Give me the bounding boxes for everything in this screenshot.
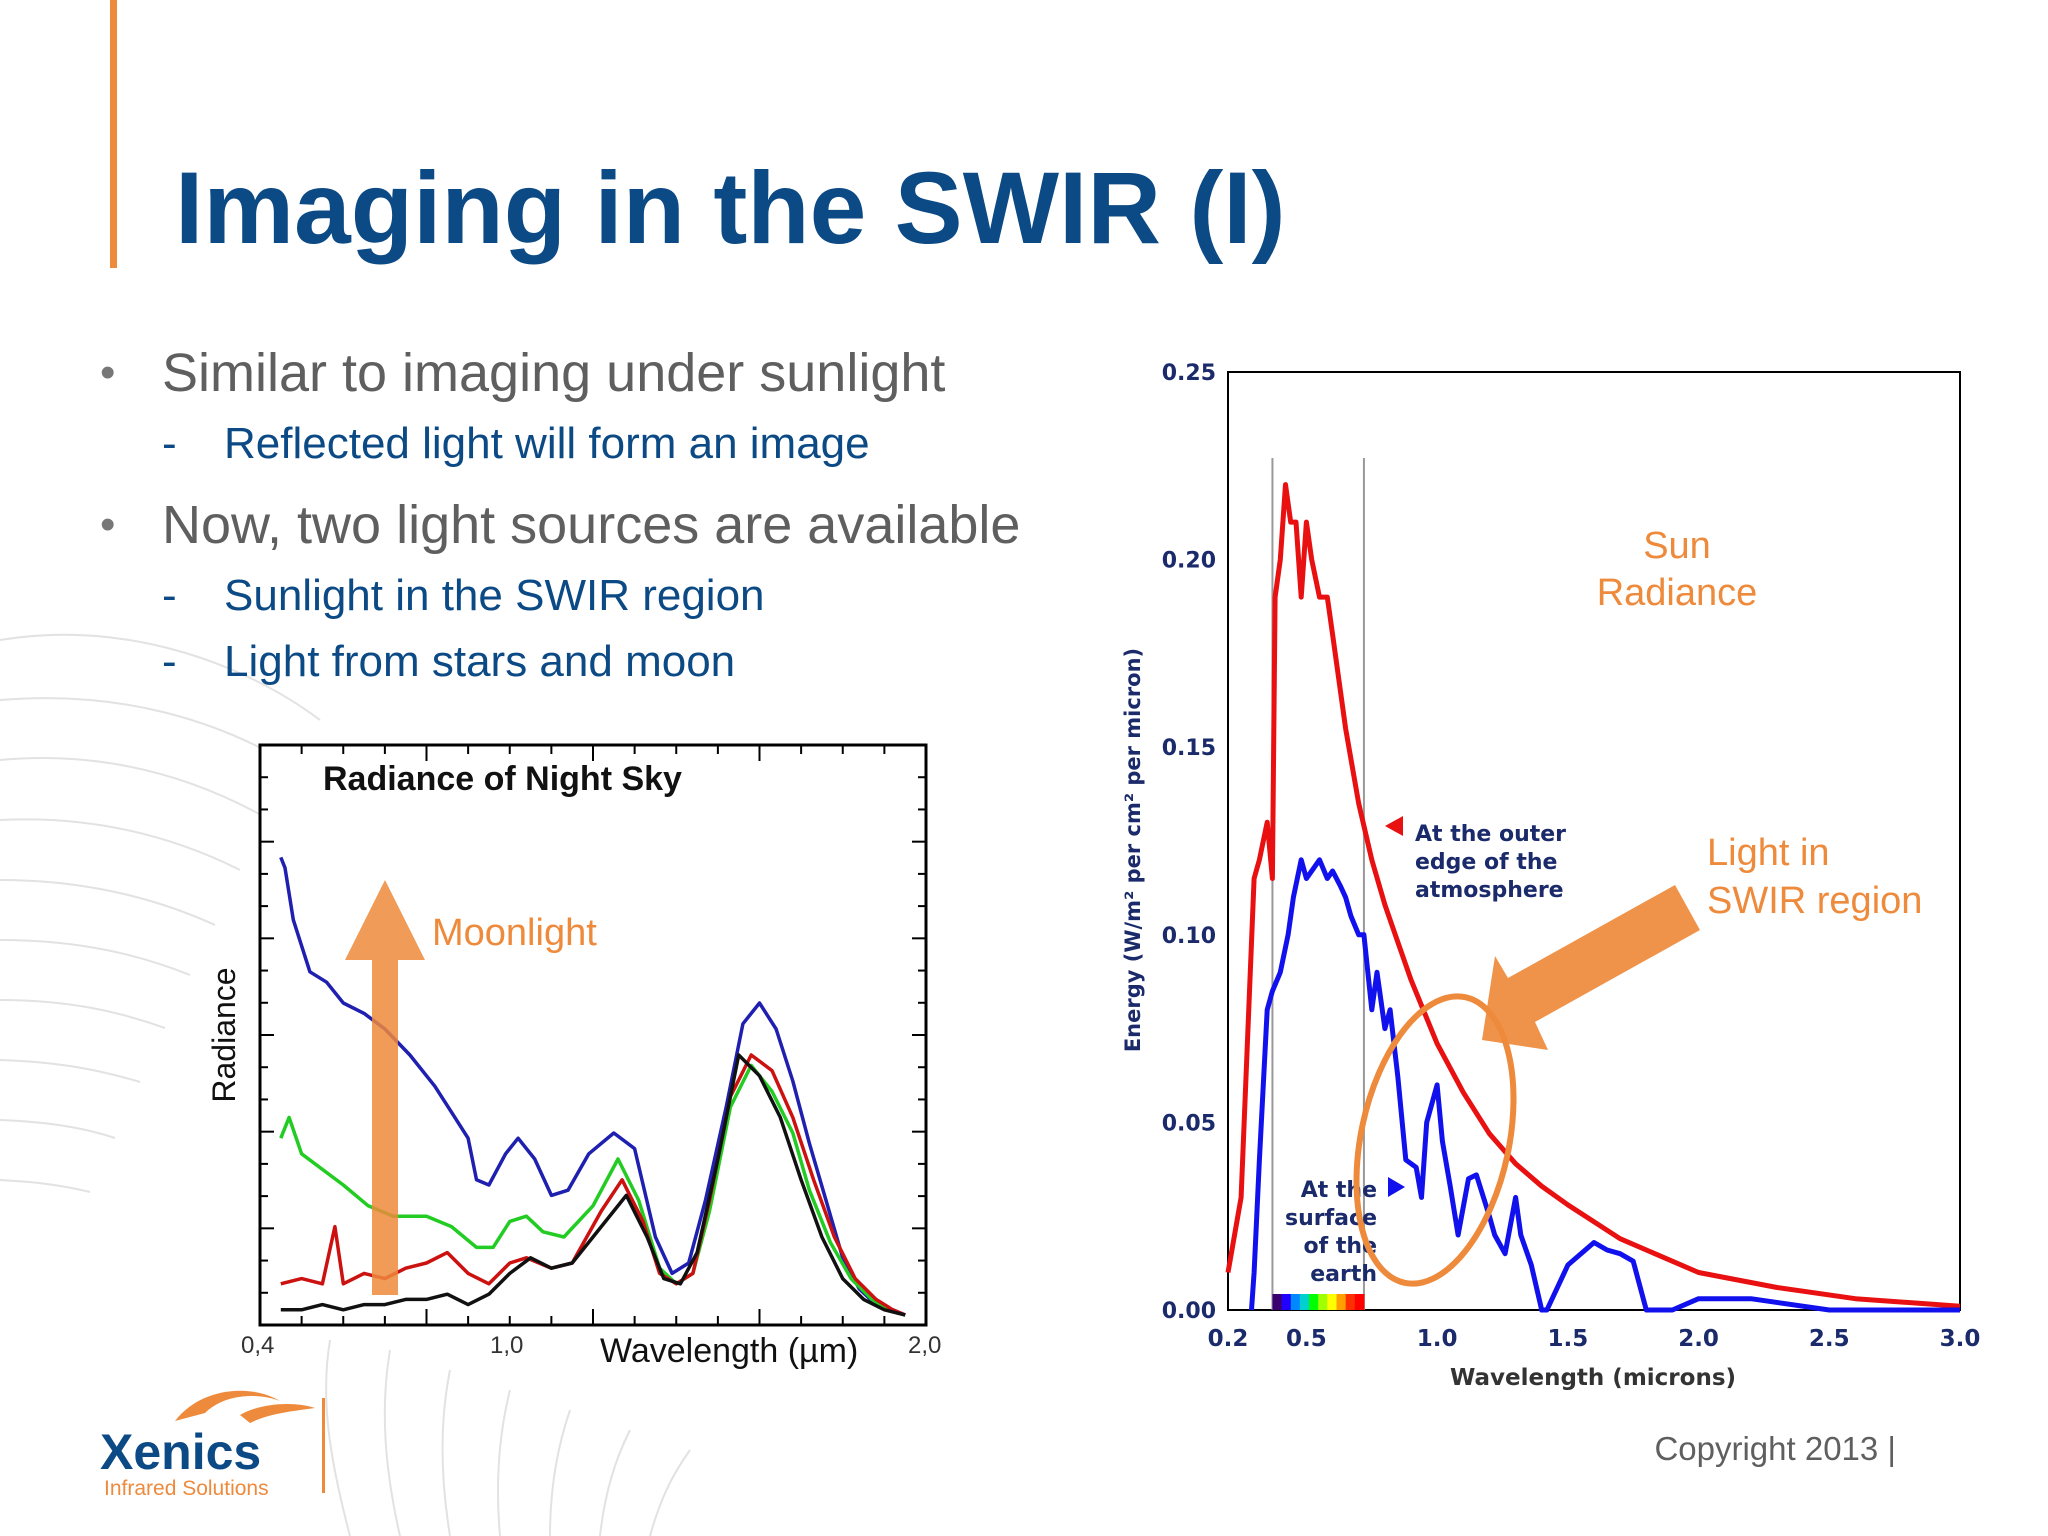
swir-highlight-ellipse: [1353, 993, 1517, 1287]
sun-chart-ylabel: Energy (W/m² per cm² per micron): [1121, 648, 1145, 1052]
sub-bullet-item: - Light from stars and moon: [100, 629, 1100, 695]
sub-bullet-text: Sunlight in the SWIR region: [224, 571, 765, 620]
sub-bullet-item: - Sunlight in the SWIR region: [100, 563, 1100, 629]
outer-edge-label: edge of the: [1415, 850, 1557, 875]
night-xtick-label: 0,4: [241, 1332, 274, 1359]
sub-bullet-text: Light from stars and moon: [224, 637, 736, 686]
spectrum-segment: [1354, 1294, 1365, 1310]
visible-band-lines: [1271, 458, 1365, 1310]
surface-label: At the: [1301, 1178, 1377, 1203]
night-chart-ticks: [260, 745, 926, 1325]
moonlight-up-arrow-icon: [345, 880, 425, 1295]
logo-divider: [322, 1398, 325, 1493]
sun-xtick-label: 2.5: [1809, 1326, 1850, 1352]
swir-label: Light in: [1707, 832, 1830, 874]
xenics-logo: Xenics Infrared Solutions: [100, 1385, 350, 1500]
spectrum-segment: [1290, 1294, 1301, 1310]
outer-edge-label: At the outer: [1415, 822, 1566, 847]
night-series-line-0: [279, 856, 906, 1317]
sun-xtick-label: 1.5: [1547, 1326, 1588, 1352]
sun-chart-xticks: 0.2 0.5 1.0 1.5 2.0 2.5 3.0: [1208, 1326, 1981, 1352]
bullet-dot-icon: •: [100, 348, 116, 397]
spectrum-segment: [1309, 1294, 1319, 1310]
moonlight-label: Moonlight: [432, 912, 597, 954]
copyright: Copyright 2013 |: [1654, 1430, 1896, 1467]
logo-swirl-icon: [175, 1390, 315, 1423]
sun-chart-series: [1225, 482, 1961, 1313]
night-series-line-2: [280, 1053, 906, 1317]
bullet-text: Similar to imaging under sunlight: [162, 343, 946, 403]
sun-ytick-label: 0.10: [1162, 924, 1216, 949]
sun-radiance-label: Sun: [1643, 525, 1711, 567]
sun-chart-frame: [1227, 371, 1961, 1311]
night-xtick-label: 1,0: [490, 1332, 523, 1359]
logo-name: Xenics: [100, 1424, 262, 1480]
spectrum-segment: [1281, 1294, 1292, 1310]
sun-ytick-label: 0.25: [1162, 361, 1216, 386]
surface-label: earth: [1310, 1262, 1377, 1287]
red-marker-icon: [1385, 816, 1403, 836]
sun-ytick-label: 0.20: [1162, 549, 1216, 574]
sun-xtick-label: 0.2: [1208, 1326, 1249, 1352]
spectrum-segment: [1327, 1294, 1337, 1310]
swir-label: SWIR region: [1707, 880, 1922, 922]
title-accent-bar: [110, 0, 117, 268]
sun-series-line-1: [1249, 857, 1960, 1313]
spectrum-segment: [1345, 1294, 1356, 1310]
sun-chart-yticks: 0.00 0.05 0.10 0.15 0.20 0.25: [1162, 361, 1216, 1324]
sun-ytick-label: 0.15: [1162, 736, 1216, 761]
bullet-list: • Similar to imaging under sunlight - Refl…: [100, 335, 1100, 695]
swir-arrow-icon: [1482, 885, 1700, 1050]
night-chart-xlabel: Wavelength (µm): [600, 1332, 858, 1370]
blue-marker-icon: [1388, 1177, 1405, 1197]
sun-radiance-label: Radiance: [1597, 572, 1758, 614]
dash-icon: -: [162, 571, 177, 620]
sun-xtick-label: 2.0: [1678, 1326, 1719, 1352]
sun-xtick-label: 1.0: [1417, 1326, 1458, 1352]
dash-icon: -: [162, 637, 177, 686]
sun-xtick-label: 3.0: [1940, 1326, 1981, 1352]
sub-bullet-text: Reflected light will form an image: [224, 419, 870, 468]
bullet-item: • Now, two light sources are available: [100, 487, 1100, 563]
sun-ytick-label: 0.00: [1162, 1299, 1216, 1324]
bullet-text: Now, two light sources are available: [162, 495, 1021, 555]
visible-spectrum-bar: [1272, 1294, 1365, 1310]
spectrum-segment: [1318, 1294, 1328, 1310]
sun-series-line-0: [1225, 482, 1961, 1309]
night-xtick-label: 2,0: [908, 1332, 941, 1359]
night-chart-title: Radiance of Night Sky: [323, 760, 682, 798]
bullet-dot-icon: •: [100, 500, 116, 549]
night-chart-ylabel: Radiance: [206, 967, 242, 1102]
dash-icon: -: [162, 419, 177, 468]
spectrum-segment: [1272, 1294, 1283, 1310]
spectrum-segment: [1336, 1294, 1347, 1310]
sun-xtick-label: 0.5: [1286, 1326, 1327, 1352]
sun-chart-xlabel: Wavelength (microns): [1450, 1365, 1736, 1391]
sun-ytick-label: 0.05: [1162, 1111, 1216, 1136]
slide-title: Imaging in the SWIR (I): [175, 151, 1286, 265]
sub-bullet-item: - Reflected light will form an image: [100, 411, 1100, 477]
outer-edge-label: atmosphere: [1415, 878, 1564, 903]
logo-subtitle: Infrared Solutions: [104, 1477, 269, 1500]
spectrum-segment: [1299, 1294, 1310, 1310]
night-series-line-3: [280, 1053, 906, 1317]
bullet-item: • Similar to imaging under sunlight: [100, 335, 1100, 411]
